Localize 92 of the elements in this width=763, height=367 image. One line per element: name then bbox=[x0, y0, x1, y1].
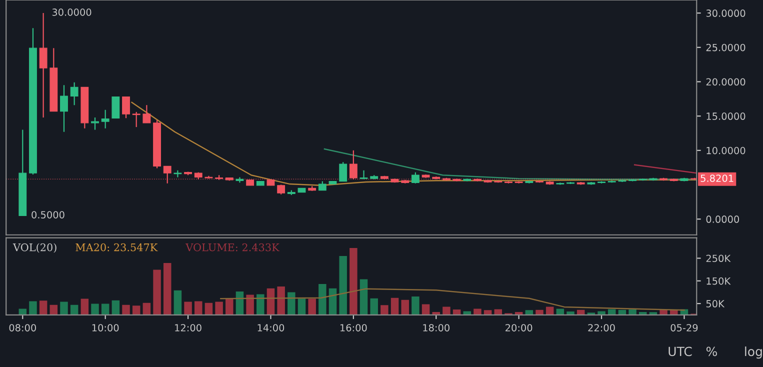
y-tick-label: 50K bbox=[706, 300, 725, 308]
candlestick bbox=[60, 84, 68, 132]
bar bbox=[163, 262, 172, 315]
bar bbox=[256, 294, 264, 315]
y-tick-label: 250K bbox=[706, 254, 731, 262]
bar bbox=[132, 306, 140, 315]
bar bbox=[101, 304, 110, 315]
bar bbox=[360, 279, 368, 315]
bar bbox=[350, 248, 358, 315]
candlestick bbox=[91, 116, 99, 130]
line-series bbox=[324, 148, 697, 180]
bar bbox=[60, 302, 68, 315]
candlestick bbox=[360, 170, 368, 180]
x-tick-label: 20:00 bbox=[506, 324, 532, 332]
bar bbox=[91, 304, 99, 315]
text: % bbox=[706, 346, 717, 356]
bar bbox=[226, 298, 234, 315]
annotation: 0.5000 bbox=[32, 211, 64, 218]
bar bbox=[318, 284, 326, 315]
candlestick bbox=[39, 12, 48, 118]
bar bbox=[215, 302, 223, 315]
bar bbox=[608, 309, 616, 315]
bar bbox=[298, 298, 306, 315]
bar bbox=[153, 270, 161, 315]
y-tick-label: 150K bbox=[706, 277, 731, 285]
y-tick-label: 10.0000 bbox=[706, 146, 746, 154]
bar bbox=[194, 301, 202, 315]
y-tick-label: 15.0000 bbox=[706, 112, 746, 120]
bar bbox=[174, 290, 182, 315]
bar bbox=[484, 310, 492, 315]
bar bbox=[474, 308, 482, 315]
bar bbox=[380, 305, 388, 315]
bar bbox=[628, 309, 636, 315]
annotation: VOL(20) bbox=[12, 243, 56, 253]
bar bbox=[39, 300, 48, 315]
bar bbox=[204, 302, 213, 315]
bar bbox=[401, 300, 409, 315]
x-tick-label: 05-29 bbox=[670, 324, 698, 332]
bar bbox=[525, 310, 534, 315]
bar bbox=[122, 304, 130, 315]
y-tick-label: 25.0000 bbox=[706, 44, 746, 52]
candlestick bbox=[339, 162, 348, 182]
candlestick bbox=[112, 96, 120, 118]
x-tick-label: 16:00 bbox=[340, 324, 367, 332]
bar bbox=[339, 256, 347, 315]
candlestick bbox=[277, 184, 286, 195]
y-tick-label: 30.0000 bbox=[706, 10, 746, 17]
candlestick bbox=[411, 172, 420, 184]
bar bbox=[50, 304, 58, 315]
bar bbox=[566, 311, 574, 315]
bar bbox=[184, 302, 192, 315]
bar bbox=[246, 294, 254, 315]
bar bbox=[277, 286, 285, 315]
bar bbox=[112, 300, 120, 315]
bar bbox=[494, 309, 502, 315]
text: log bbox=[745, 346, 762, 359]
bar bbox=[70, 304, 78, 315]
bar bbox=[142, 302, 151, 315]
bar bbox=[660, 310, 668, 315]
x-tick-label: 22:00 bbox=[588, 324, 615, 332]
bar bbox=[29, 301, 37, 315]
candlestick bbox=[132, 111, 140, 128]
bar bbox=[412, 296, 420, 315]
y-tick-label: 20.0000 bbox=[706, 78, 746, 86]
bar bbox=[390, 298, 399, 315]
bar bbox=[546, 306, 554, 315]
bar bbox=[422, 304, 430, 315]
x-tick-label: 10:00 bbox=[92, 324, 119, 332]
y-tick-label: 0.0000 bbox=[706, 216, 740, 223]
bar bbox=[80, 298, 89, 315]
line-series bbox=[220, 288, 685, 311]
x-tick-label: 18:00 bbox=[423, 324, 450, 332]
ref-line-label: 5.8201 bbox=[700, 174, 734, 182]
bar bbox=[536, 310, 544, 315]
x-tick-label: 08:00 bbox=[9, 324, 36, 332]
x-tick-label: 14:00 bbox=[258, 324, 284, 332]
bar bbox=[308, 298, 316, 315]
annotation: VOLUME: 2.433K bbox=[186, 243, 280, 252]
candlestick bbox=[174, 170, 182, 178]
bar bbox=[442, 306, 450, 315]
text: UTC bbox=[668, 346, 692, 356]
annotation: 30.0000 bbox=[52, 8, 92, 16]
candlestick bbox=[70, 82, 78, 106]
candlestick bbox=[142, 104, 151, 124]
bar bbox=[370, 298, 378, 315]
bar bbox=[236, 292, 244, 315]
bar bbox=[288, 292, 296, 315]
annotation: MA20: 23.547K bbox=[76, 243, 158, 252]
x-tick-label: 12:00 bbox=[175, 324, 202, 332]
bar bbox=[328, 288, 337, 315]
candlestick bbox=[101, 109, 110, 129]
candlestick bbox=[122, 96, 130, 119]
